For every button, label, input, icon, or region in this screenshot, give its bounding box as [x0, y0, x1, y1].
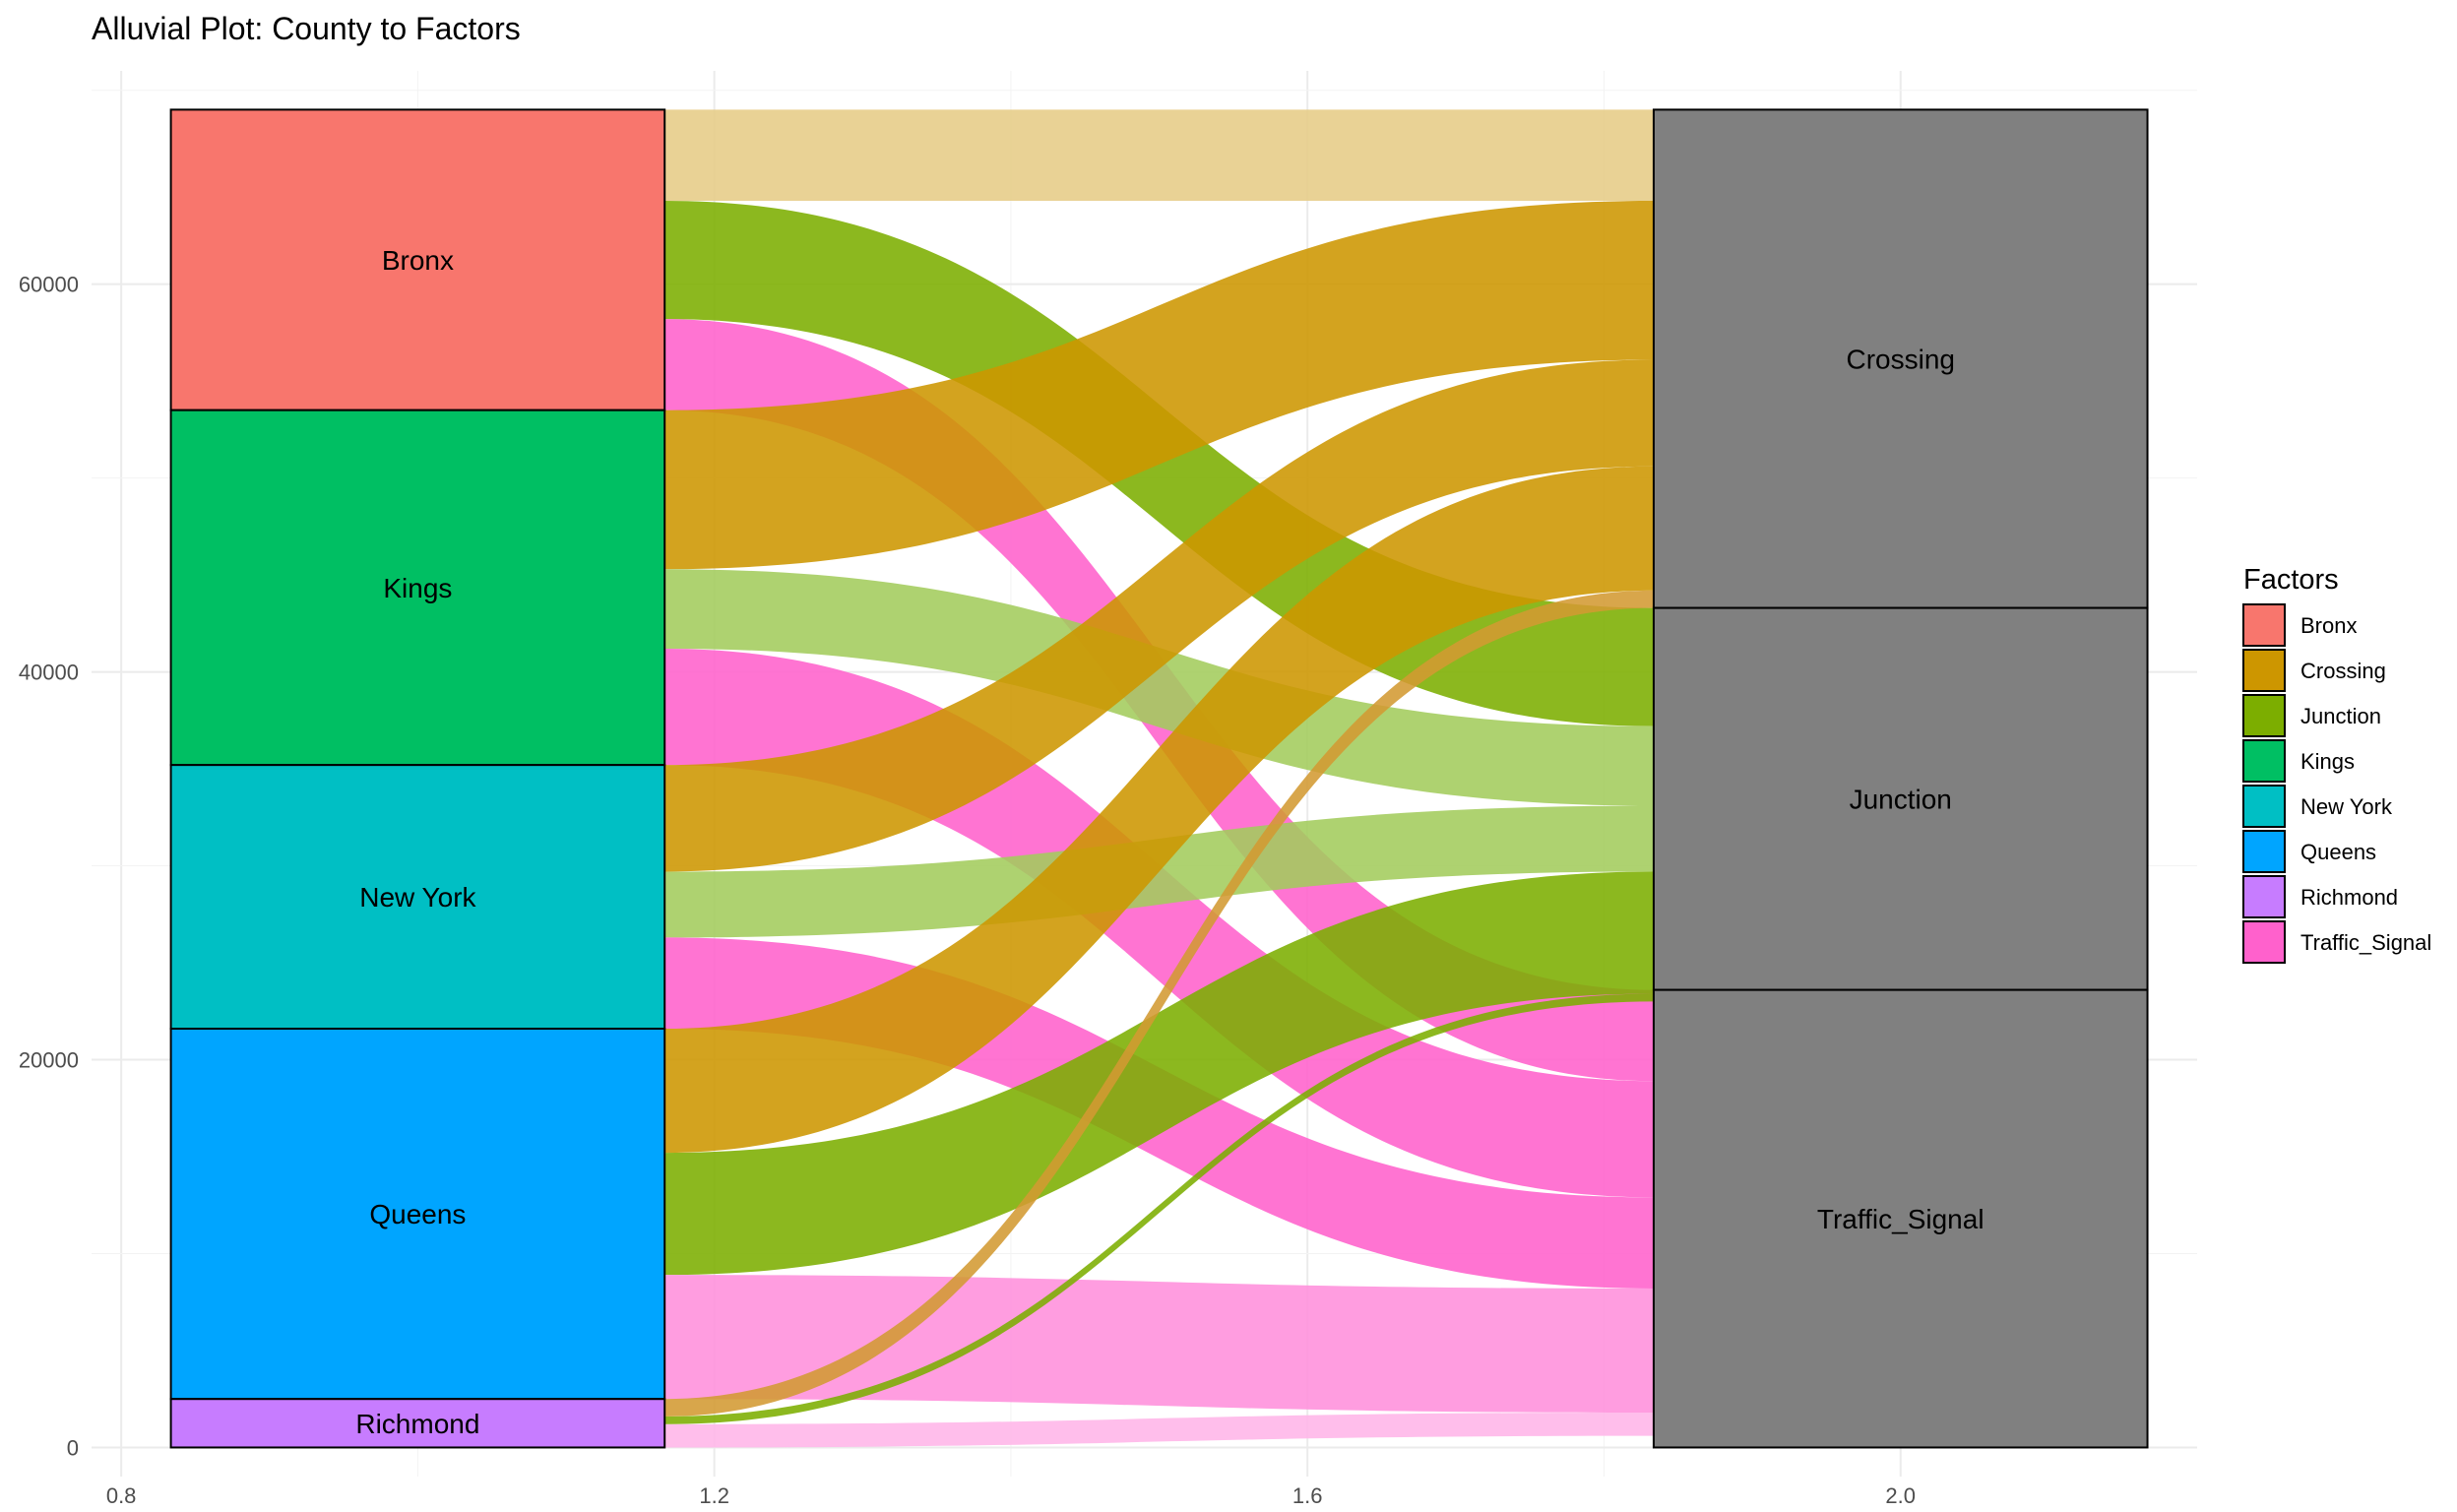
legend-title: Factors	[2243, 564, 2339, 596]
flow-queens-to-crossing	[664, 466, 1654, 1154]
x-axis: 0.8 1.2 1.6 2.0	[106, 1483, 1916, 1508]
x-tick-label: 1.2	[699, 1483, 729, 1508]
flow-richmond-to-junction	[664, 993, 1654, 1424]
stratum-kings	[169, 409, 666, 767]
flow-queens-to-junction	[664, 871, 1654, 1276]
stratum-junction	[1652, 606, 2149, 991]
legend-label-bronx: Bronx	[2300, 613, 2357, 638]
legend-label-junction: Junction	[2300, 704, 2381, 728]
legend-key-junction	[2242, 694, 2286, 737]
x-tick-label: 1.6	[1292, 1483, 1323, 1508]
y-tick-label: 20000	[19, 1048, 79, 1073]
chart-title: Alluvial Plot: County to Factors	[92, 11, 521, 46]
stratum-label-richmond: Richmond	[355, 1409, 479, 1439]
flow-kings-to-crossing	[664, 200, 1654, 570]
legend-key-new-york	[2242, 785, 2286, 828]
legend-key-traffic-signal	[2242, 920, 2286, 964]
x-tick-label: 2.0	[1885, 1483, 1916, 1508]
flows-layer	[664, 109, 1654, 1448]
stratum-bronx	[169, 108, 666, 411]
flow-kings-to-junction	[664, 569, 1654, 806]
stratum-crossing	[1652, 108, 2149, 609]
x-tick-label: 0.8	[106, 1483, 137, 1508]
strata-layer: Bronx Kings New York Queens Richmond Crossing…	[169, 108, 2149, 1449]
legend-label-traffic-signal: Traffic_Signal	[2300, 930, 2431, 955]
legend-label-crossing: Crossing	[2300, 659, 2386, 683]
y-tick-label: 40000	[19, 661, 79, 685]
stratum-traffic-signal	[1652, 988, 2149, 1449]
flow-queens-to-traffic-signal	[664, 1275, 1654, 1414]
y-axis: 0 20000 40000 60000	[19, 273, 79, 1461]
y-tick-label: 0	[67, 1435, 79, 1460]
stratum-queens	[169, 1028, 666, 1401]
flow-richmond-to-crossing	[664, 590, 1654, 1417]
legend-key-queens	[2242, 830, 2286, 873]
legend: Factors Bronx Crossing Junction Kings New Yor…	[2242, 564, 2431, 964]
stratum-label-crossing: Crossing	[1846, 344, 1954, 374]
stratum-richmond	[169, 1398, 666, 1449]
flow-bronx-to-crossing	[664, 109, 1654, 201]
y-tick-label: 60000	[19, 273, 79, 297]
legend-key-crossing	[2242, 649, 2286, 692]
stratum-label-bronx: Bronx	[382, 245, 454, 276]
legend-label-richmond: Richmond	[2300, 885, 2398, 910]
stratum-label-queens: Queens	[369, 1199, 466, 1229]
stratum-label-kings: Kings	[383, 573, 452, 603]
stratum-new-york	[169, 764, 666, 1031]
legend-label-kings: Kings	[2300, 749, 2355, 774]
flow-new-york-to-crossing	[664, 359, 1654, 872]
legend-label-queens: Queens	[2300, 840, 2376, 864]
stratum-label-new-york: New York	[359, 882, 476, 913]
flow-richmond-to-traffic-signal	[664, 1413, 1654, 1448]
legend-label-new-york: New York	[2300, 794, 2393, 819]
stratum-label-traffic-signal: Traffic_Signal	[1817, 1204, 1984, 1234]
legend-key-kings	[2242, 739, 2286, 783]
legend-key-bronx	[2242, 603, 2286, 647]
stratum-label-junction: Junction	[1850, 785, 1952, 815]
legend-key-richmond	[2242, 875, 2286, 918]
